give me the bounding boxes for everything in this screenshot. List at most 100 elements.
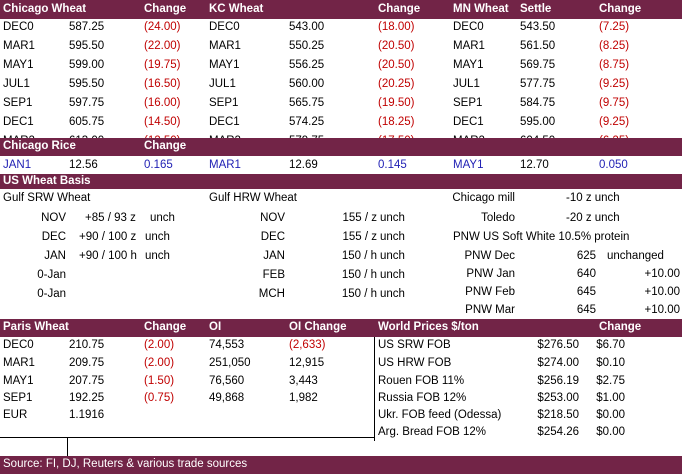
chicago-change: (16.50) <box>144 78 181 90</box>
kc-month: DEC1 <box>209 116 240 128</box>
mn-settle-header: Settle <box>520 3 552 15</box>
mn-wheat-header: MN Wheat <box>453 3 509 15</box>
pnw-value: 640 <box>576 268 596 280</box>
kc-price: 543.00 <box>289 21 325 33</box>
mn-change: (9.75) <box>599 97 630 109</box>
chicago-price: 595.50 <box>69 78 105 90</box>
world-change-header: Change <box>599 321 642 333</box>
kc-month: MAY1 <box>209 59 240 71</box>
paris-oi: 49,868 <box>209 392 245 404</box>
kc-change: (19.50) <box>378 97 415 109</box>
basis-header: US Wheat Basis <box>3 175 91 187</box>
kc-change-header: Change <box>378 3 421 15</box>
paris-header-bar <box>0 319 682 337</box>
world-label: Ukr. FOB feed (Odessa) <box>378 409 502 421</box>
hrw-change: unch <box>380 250 405 262</box>
basis-header-bar <box>0 174 682 189</box>
rice-price: 12.56 <box>69 159 98 171</box>
srw-month: 0-Jan <box>37 269 66 281</box>
chicago-change: (19.75) <box>144 59 181 71</box>
chicago-change: (16.00) <box>144 97 181 109</box>
rice-price: 12.69 <box>289 159 318 171</box>
mn-change: (9.25) <box>599 116 630 128</box>
hrw-value: 150 / h <box>341 269 377 281</box>
mn-month: SEP1 <box>453 97 483 109</box>
mill-value: -20 z unch <box>566 212 620 224</box>
hrw-change: unch <box>380 212 405 224</box>
paris-oi-header: OI <box>209 321 222 333</box>
srw-change: unch <box>145 231 170 243</box>
mn-month: DEC1 <box>453 116 484 128</box>
paris-oi-change: 3,443 <box>289 375 318 387</box>
paris-month: DEC0 <box>3 339 34 351</box>
kc-month: SEP1 <box>209 97 239 109</box>
kc-wheat-header: KC Wheat <box>209 3 264 15</box>
srw-change: unch <box>145 250 170 262</box>
hrw-month: MCH <box>258 288 285 300</box>
kc-change: (20.50) <box>378 40 415 52</box>
futures-header-bar <box>0 0 682 19</box>
rice-header-bar <box>0 138 682 156</box>
chicago-month: DEC1 <box>3 116 34 128</box>
kc-change: (20.50) <box>378 59 415 71</box>
rice-month: MAR1 <box>209 159 241 171</box>
mn-month: DEC0 <box>453 21 484 33</box>
world-label: US HRW FOB <box>378 357 452 369</box>
chicago-change: (14.50) <box>144 116 181 128</box>
world-price: $256.19 <box>537 375 579 387</box>
world-price: $276.50 <box>537 339 579 351</box>
paris-month: MAY1 <box>3 375 34 387</box>
hrw-change: unch <box>380 269 405 281</box>
chicago-wheat-header: Chicago Wheat <box>3 3 87 15</box>
chicago-change: (24.00) <box>144 21 181 33</box>
chicago-month: JUL1 <box>3 78 30 90</box>
eur-label: EUR <box>3 409 28 421</box>
kc-change: (18.00) <box>378 21 415 33</box>
world-label: Russia FOB 12% <box>378 392 467 404</box>
mn-change: (9.25) <box>599 78 630 90</box>
kc-price: 565.75 <box>289 97 325 109</box>
chicago-month: MAY1 <box>3 59 34 71</box>
mn-price: 584.75 <box>520 97 556 109</box>
paris-oi: 251,050 <box>209 357 251 369</box>
rice-month: JAN1 <box>3 159 32 171</box>
source-divider <box>67 437 68 457</box>
paris-price: 207.75 <box>69 375 105 387</box>
pnw-value: 645 <box>576 304 596 316</box>
srw-value: +85 / 93 z <box>85 212 136 224</box>
paris-oi-change: 1,982 <box>289 392 318 404</box>
paris-change: (0.75) <box>144 392 175 404</box>
eur-value: 1.1916 <box>69 409 105 421</box>
mn-change: (7.25) <box>599 21 630 33</box>
pnw-change: +10.00 <box>644 304 681 316</box>
world-change: $0.00 <box>596 426 625 438</box>
pnw-label: PNW Jan <box>466 268 515 280</box>
paris-change: (1.50) <box>144 375 175 387</box>
hrw-title: Gulf HRW Wheat <box>209 192 297 204</box>
pnw-label: PNW Mar <box>465 304 515 316</box>
chicago-price: 599.00 <box>69 59 105 71</box>
kc-change: (18.25) <box>378 116 415 128</box>
hrw-value: 155 / z <box>342 212 377 224</box>
mill-label: Toledo <box>481 212 515 224</box>
mn-price: 543.50 <box>520 21 556 33</box>
mill-value: -10 z unch <box>566 192 620 204</box>
pnw-change: unchanged <box>607 250 664 262</box>
mn-change-header: Change <box>599 3 642 15</box>
world-change: $6.70 <box>596 339 625 351</box>
kc-month: DEC0 <box>209 21 240 33</box>
chicago-price: 605.75 <box>69 116 105 128</box>
paris-change: (2.00) <box>144 357 175 369</box>
pnw-value: 625 <box>576 250 596 262</box>
hrw-change: unch <box>380 231 405 243</box>
paris-oi-change-header: OI Change <box>289 321 347 333</box>
rice-change: 0.165 <box>144 159 173 171</box>
mn-month: MAR1 <box>453 40 485 52</box>
kc-price: 556.25 <box>289 59 325 71</box>
mn-change: (8.25) <box>599 40 630 52</box>
world-label: Arg. Bread FOB 12% <box>378 426 487 438</box>
srw-title: Gulf SRW Wheat <box>3 192 91 204</box>
rice-header: Chicago Rice <box>3 140 76 152</box>
rice-change: 0.145 <box>378 159 407 171</box>
paris-change-header: Change <box>144 321 187 333</box>
